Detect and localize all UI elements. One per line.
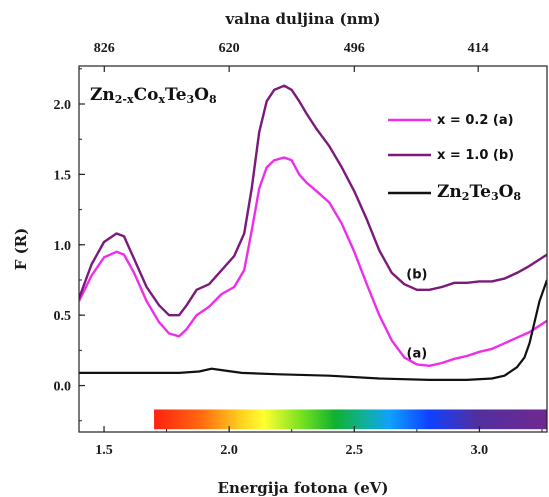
spectrum-color-bar xyxy=(154,409,547,430)
y-tick-label: 0.0 xyxy=(54,380,72,395)
annotations: (b) (a) xyxy=(406,268,427,362)
top-axis-title: valna duljina (nm) xyxy=(224,10,380,28)
curve-annotation: (b) xyxy=(406,268,427,283)
chart-formula-label: Zn2-xCoxTe3O8 xyxy=(90,85,217,106)
top-tick-label: 496 xyxy=(344,41,365,56)
legend-label: Zn2Te3O8 xyxy=(437,182,521,203)
y-axis-title: F (R) xyxy=(12,228,30,271)
series-line-3 xyxy=(79,279,547,381)
top-tick-label: 414 xyxy=(468,41,489,56)
legend-label: x = 0.2 (a) xyxy=(437,113,514,128)
y-tick-label: 1.0 xyxy=(54,239,72,254)
y-tick-label: 1.5 xyxy=(54,168,72,183)
plot-frame xyxy=(78,65,548,433)
legend: x = 0.2 (a) x = 1.0 (b) Zn2Te3O8 xyxy=(388,113,521,203)
legend-label: x = 1.0 (b) xyxy=(437,148,514,163)
x-tick-label: 2.5 xyxy=(346,443,364,458)
x-tick-label: 2.0 xyxy=(220,443,238,458)
x-tick-label: 1.5 xyxy=(95,443,113,458)
y-tick-label: 0.5 xyxy=(54,309,72,324)
series-line-2 xyxy=(79,84,547,317)
curve-annotation: (a) xyxy=(407,346,428,361)
top-axis: 826 620 496 414 xyxy=(94,41,489,72)
top-tick-label: 620 xyxy=(219,41,240,56)
y-tick-label: 2.0 xyxy=(54,98,72,113)
series-layer xyxy=(79,84,547,381)
top-tick-label: 826 xyxy=(94,41,115,56)
y-axis: 0.0 0.5 1.0 1.5 2.0 xyxy=(54,68,85,422)
series-line-1 xyxy=(79,156,547,367)
x-axis: 1.5 2.0 2.5 3.0 xyxy=(95,426,543,458)
x-tick-label: 3.0 xyxy=(471,443,489,458)
x-axis-title: Energija fotona (eV) xyxy=(218,479,389,497)
